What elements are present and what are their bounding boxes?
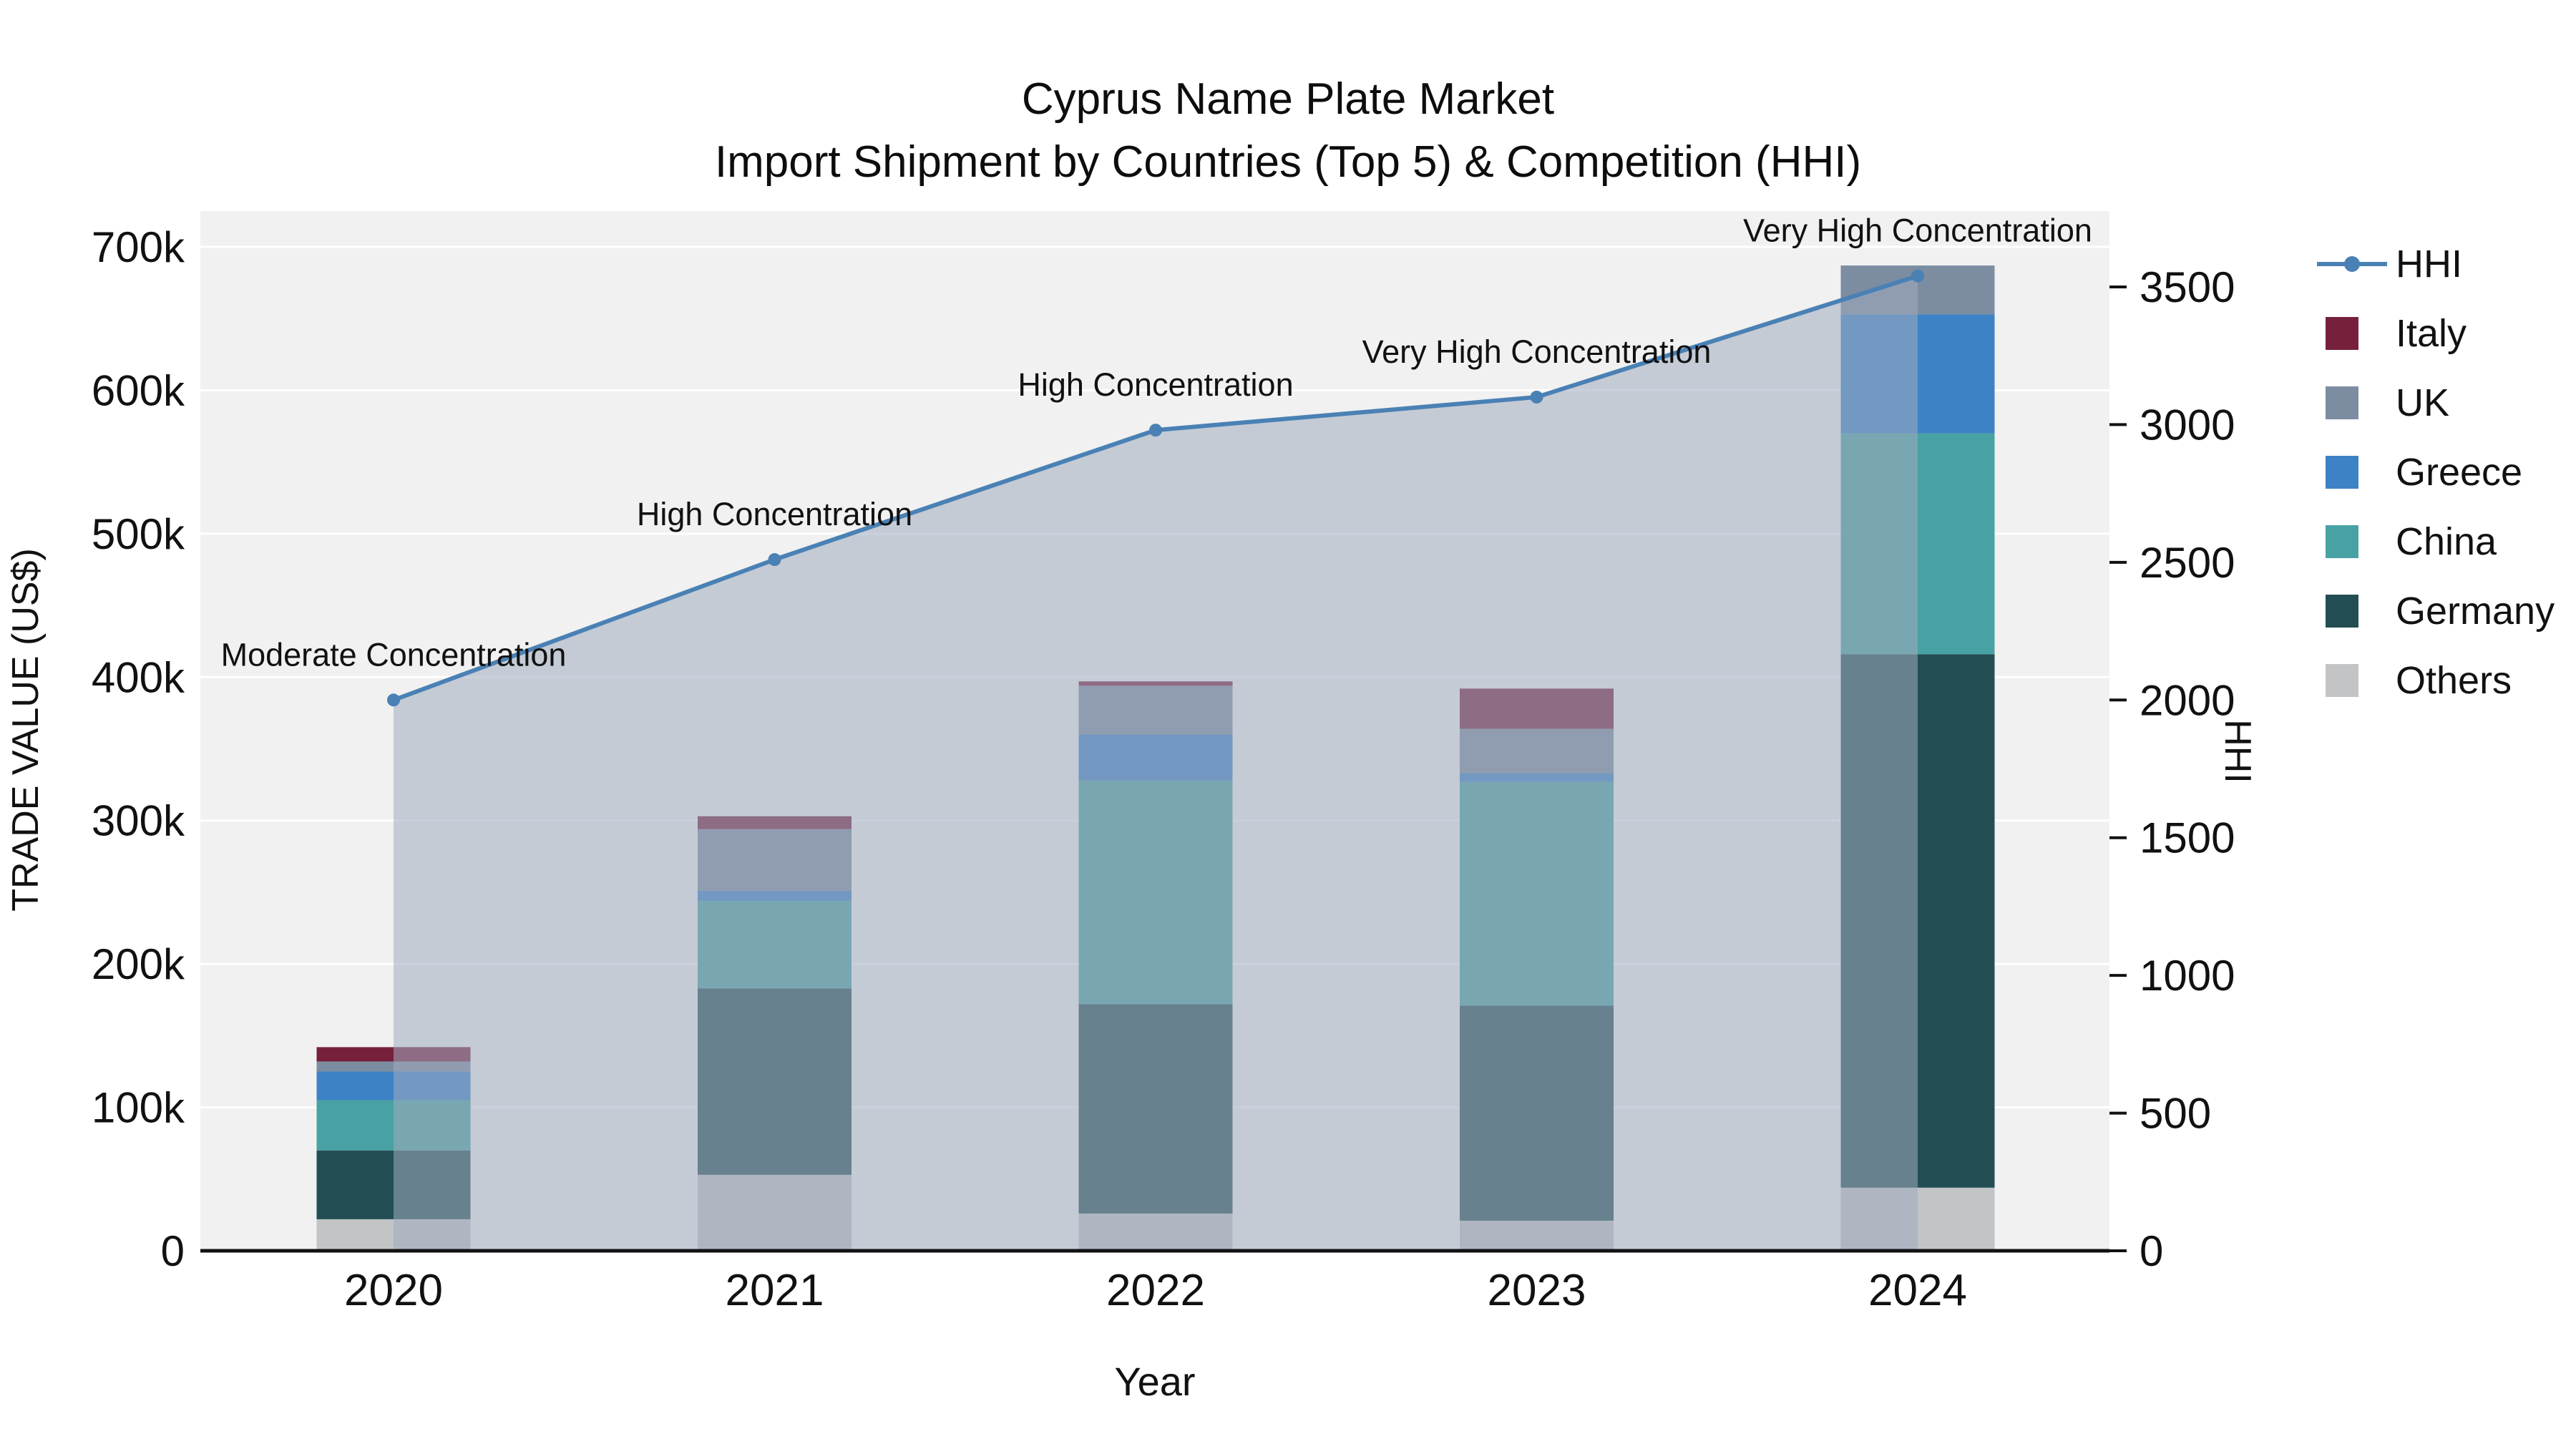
legend-line-marker-icon [2317, 247, 2387, 281]
legend-label: HHI [2396, 242, 2462, 286]
legend-item-italy[interactable]: Italy [2317, 298, 2555, 368]
y-right-tick-label: 1000 [2140, 952, 2235, 1000]
x-tick-label-2023: 2023 [1488, 1266, 1586, 1315]
legend-item-germany[interactable]: Germany [2317, 576, 2555, 645]
legend-label: China [2396, 519, 2497, 563]
annotation-2020: Moderate Concentration [221, 636, 567, 673]
x-tick-label-2021: 2021 [726, 1266, 824, 1315]
y-right-tick-label: 3500 [2140, 263, 2235, 311]
x-tick-label-2020: 2020 [344, 1266, 443, 1315]
hhi-marker-2022 [1149, 424, 1162, 437]
annotation-2021: High Concentration [637, 496, 912, 532]
annotation-2024: Very High Concentration [1743, 213, 2092, 249]
hhi-marker-2020 [387, 693, 400, 707]
legend-swatch-icon-others [2317, 663, 2387, 698]
chart-title-line1: Cyprus Name Plate Market [1021, 74, 1555, 124]
legend-label: Germany [2396, 589, 2555, 633]
y-right-tick-label: 1500 [2140, 814, 2235, 862]
hhi-marker-2024 [1911, 269, 1924, 283]
legend-swatch-icon-greece [2317, 455, 2387, 489]
y-left-tick-label: 600k [92, 366, 185, 414]
legend-swatch-icon-china [2317, 525, 2387, 559]
y-left-tick-label: 0 [161, 1227, 185, 1275]
hhi-marker-2021 [768, 553, 781, 567]
y-axis-title-right: HHI [2217, 719, 2258, 784]
x-axis-title: Year [1114, 1359, 1196, 1404]
hhi-area-fill [394, 275, 1918, 1251]
y-right-tick-label: 500 [2140, 1090, 2211, 1138]
legend-label: Italy [2396, 311, 2467, 355]
annotation-2022: High Concentration [1018, 366, 1293, 403]
legend-item-hhi[interactable]: HHI [2317, 229, 2555, 298]
chart-title-line2: Import Shipment by Countries (Top 5) & C… [714, 137, 1862, 187]
y-left-tick-label: 500k [92, 510, 185, 558]
y-left-tick-label: 400k [92, 653, 185, 701]
x-tick-label-2022: 2022 [1106, 1266, 1205, 1315]
y-left-tick-label: 700k [92, 223, 185, 271]
annotation-2023: Very High Concentration [1362, 333, 1712, 370]
y-right-tick-label: 3000 [2140, 401, 2235, 449]
x-tick-label-2024: 2024 [1868, 1266, 1967, 1315]
legend-label: Greece [2396, 450, 2523, 494]
y-left-tick-label: 100k [92, 1084, 185, 1132]
y-right-tick-label: 0 [2140, 1227, 2163, 1275]
y-right-tick-label: 2000 [2140, 676, 2235, 724]
legend-label: Others [2396, 658, 2512, 702]
legend-label: UK [2396, 381, 2450, 424]
y-axis-title-left: TRADE VALUE (US$) [5, 548, 47, 912]
legend-item-china[interactable]: China [2317, 507, 2555, 576]
legend-swatch-icon-italy [2317, 316, 2387, 351]
hhi-marker-2023 [1530, 390, 1543, 404]
legend-item-greece[interactable]: Greece [2317, 437, 2555, 507]
y-right-tick-label: 2500 [2140, 539, 2235, 587]
legend-swatch-icon-uk [2317, 386, 2387, 420]
legend-swatch-icon-germany [2317, 594, 2387, 628]
legend-item-uk[interactable]: UK [2317, 368, 2555, 437]
y-left-tick-label: 200k [92, 940, 185, 988]
legend: HHI Italy UK Greece China Germany Others [2317, 229, 2555, 715]
y-left-tick-label: 300k [92, 797, 185, 845]
chart-title: Cyprus Name Plate Market Import Shipment… [0, 68, 2576, 194]
legend-item-others[interactable]: Others [2317, 645, 2555, 715]
